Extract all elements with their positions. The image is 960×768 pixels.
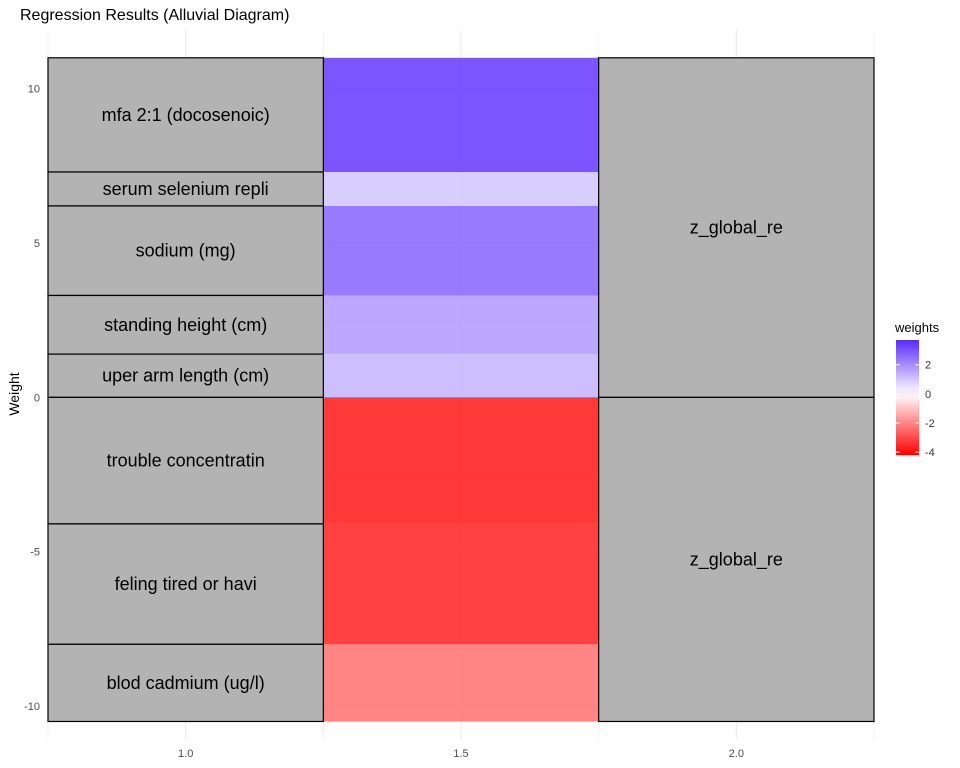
y-tick-label: -10 bbox=[24, 701, 40, 713]
x-tick-label: 1.0 bbox=[178, 748, 193, 760]
flow-band bbox=[323, 57, 599, 172]
x-tick-label: 2.0 bbox=[729, 748, 744, 760]
legend-tick-label: -2 bbox=[925, 418, 935, 430]
left-node bbox=[47, 353, 324, 398]
x-tick-label: 1.5 bbox=[453, 748, 468, 760]
right-node bbox=[598, 396, 875, 723]
left-node-label: trouble concentratin bbox=[107, 451, 265, 471]
left-node bbox=[47, 57, 324, 173]
left-node-label: sodium (mg) bbox=[136, 241, 236, 261]
legend-colorbar bbox=[896, 340, 919, 455]
legend-tick-label: 0 bbox=[925, 389, 931, 401]
y-tick-label: 5 bbox=[34, 238, 40, 250]
legend: weights 2 0 -2 -4 bbox=[894, 320, 940, 459]
left-node-label: blod cadmium (ug/l) bbox=[107, 673, 265, 693]
flow-band bbox=[323, 397, 599, 524]
flow-band bbox=[323, 295, 599, 355]
chart-title: Regression Results (Alluvial Diagram) bbox=[20, 7, 289, 24]
right-node-label: z_global_re bbox=[690, 218, 783, 239]
flow-layer bbox=[323, 57, 599, 722]
flow-band bbox=[323, 644, 599, 722]
left-node-label: serum selenium repli bbox=[103, 179, 269, 199]
left-node-label: uper arm length (cm) bbox=[102, 366, 269, 386]
legend-tick-label: -4 bbox=[925, 447, 935, 459]
right-node-label: z_global_re bbox=[690, 549, 783, 570]
left-node bbox=[47, 294, 324, 355]
left-node bbox=[47, 523, 324, 645]
right-node bbox=[598, 57, 875, 398]
left-node bbox=[47, 643, 324, 723]
y-tick-label: -5 bbox=[30, 547, 40, 559]
left-node-label: mfa 2:1 (docosenoic) bbox=[102, 105, 270, 125]
y-axis-label: Weight bbox=[6, 372, 22, 415]
y-tick-label: 0 bbox=[34, 392, 40, 404]
flow-band bbox=[323, 172, 599, 206]
node-layer: mfa 2:1 (docosenoic) serum selenium repli… bbox=[47, 57, 875, 723]
left-node bbox=[47, 205, 324, 297]
flow-band bbox=[323, 205, 599, 296]
legend-title: weights bbox=[894, 320, 940, 335]
axis-layer: -10 -5 0 5 10 1.0 1.5 2.0 bbox=[24, 84, 744, 760]
left-node-label: standing height (cm) bbox=[104, 315, 267, 335]
flow-band bbox=[323, 354, 599, 398]
flow-band bbox=[323, 523, 599, 645]
y-tick-label: 10 bbox=[28, 84, 40, 96]
left-node bbox=[47, 396, 324, 525]
legend-tick-label: 2 bbox=[925, 360, 931, 372]
left-node-label: feling tired or havi bbox=[115, 574, 257, 594]
